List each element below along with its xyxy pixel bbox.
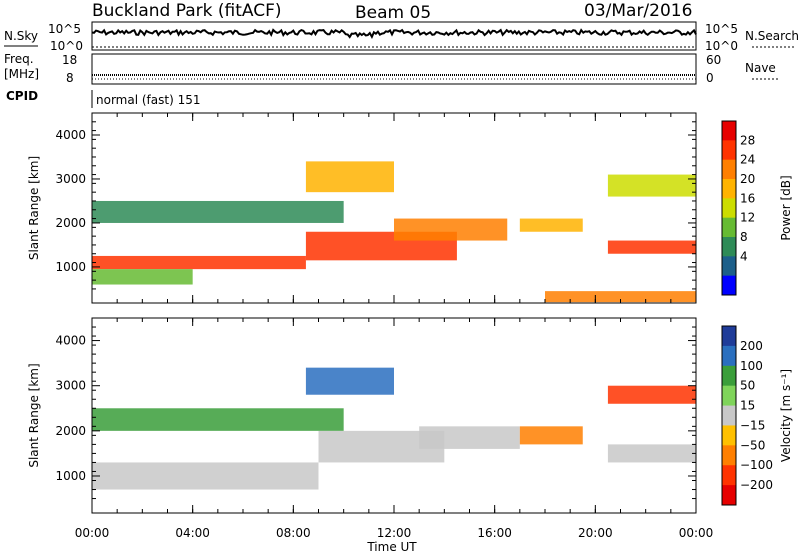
- freq-strip: [91, 53, 697, 85]
- velocity-colorbar-seg-0: [722, 326, 736, 347]
- power-ytick-label-2: 2000: [55, 216, 86, 230]
- power-colorbar-seg-0: [722, 121, 736, 141]
- power-band-4: [305, 161, 394, 193]
- velocity-colorbar-seg-2: [722, 365, 736, 387]
- date-title: 03/Mar/2016: [584, 1, 692, 21]
- power-colorbar-seg-5: [722, 217, 736, 238]
- velocity-band-5: [607, 444, 696, 463]
- power-colorbar-frame: [721, 120, 737, 296]
- velocity-colorbar-tick-7: −200: [740, 478, 773, 492]
- power-colorbar-tick-2: 20: [740, 172, 755, 186]
- power-colorbar-seg-2: [722, 159, 736, 180]
- power-colorbar-tick-6: 4: [740, 249, 748, 263]
- velocity-ytick-label-1: 3000: [55, 379, 86, 393]
- velocity-ytick-label-2: 2000: [55, 424, 86, 438]
- velocity-colorbar-tick-1: 100: [740, 359, 763, 373]
- power-band-6: [519, 218, 583, 232]
- power-band-3: [92, 200, 344, 223]
- velocity-band-0: [92, 462, 319, 490]
- xtick-label-1: 04:00: [175, 526, 210, 540]
- power-colorbar-label: Power [dB]: [779, 175, 793, 240]
- velocity-colorbar-seg-5: [722, 425, 736, 446]
- power-colorbar-tick-5: 8: [740, 230, 748, 244]
- freq-label-2: [MHz]: [4, 67, 39, 81]
- power-colorbar-tick-1: 24: [740, 153, 755, 167]
- velocity-colorbar-tick-3: 15: [740, 399, 755, 413]
- xtick-label-3: 12:00: [377, 526, 412, 540]
- nsky-strip: [91, 21, 697, 51]
- power-colorbar-tick-0: 28: [740, 133, 755, 147]
- velocity-band-7: [519, 426, 583, 445]
- velocity-colorbar-seg-4: [722, 405, 736, 426]
- power-colorbar-seg-1: [722, 140, 736, 161]
- power-colorbar-seg-3: [722, 179, 736, 199]
- velocity-band-2: [419, 426, 520, 449]
- velocity-colorbar-seg-1: [722, 345, 736, 367]
- power-colorbar-seg-4: [722, 198, 736, 219]
- nsky-label: N.Sky: [4, 29, 38, 43]
- nsearch-tick-low: 10^0: [705, 39, 738, 53]
- power-band-0: [92, 255, 306, 270]
- nsky-tick-high: 10^5: [48, 22, 81, 36]
- xtick-label-5: 20:00: [578, 526, 613, 540]
- velocity-ylabel: Slant Range [km]: [27, 363, 41, 467]
- station-title: Buckland Park (fitACF): [92, 1, 282, 21]
- freq-tick-low: 8: [66, 71, 74, 85]
- power-ytick-label-3: 1000: [55, 260, 86, 274]
- xtick-label-4: 16:00: [477, 526, 512, 540]
- freq-label-1: Freq.: [4, 52, 34, 66]
- velocity-colorbar-tick-0: 200: [740, 339, 763, 353]
- velocity-ytick-label-0: 4000: [55, 334, 86, 348]
- xtick-label-6: 00:00: [679, 526, 714, 540]
- freq-tick-high: 18: [62, 53, 77, 67]
- nave-tick-low: 0: [706, 71, 714, 85]
- xtick-label-2: 08:00: [276, 526, 311, 540]
- nsearch-label: N.Search: [745, 29, 799, 43]
- cpid-label: CPID: [6, 89, 38, 103]
- velocity-colorbar-seg-7: [722, 465, 736, 486]
- nave-label: Nave: [745, 61, 776, 75]
- velocity-colorbar-seg-8: [722, 485, 736, 506]
- power-colorbar-tick-3: 16: [740, 191, 755, 205]
- power-colorbar-seg-7: [722, 256, 736, 277]
- velocity-band-6: [607, 385, 696, 404]
- power-ytick-label-1: 3000: [55, 172, 86, 186]
- velocity-ytick-label-3: 1000: [55, 469, 86, 483]
- x-axis-label: Time UT: [366, 540, 417, 554]
- nave-tick-high: 60: [706, 53, 721, 67]
- nsky-tick-low: 10^0: [50, 39, 83, 53]
- power-band-9: [545, 291, 696, 303]
- velocity-band-3: [92, 408, 344, 431]
- power-band-5: [92, 269, 193, 285]
- power-colorbar-seg-6: [722, 237, 736, 257]
- power-band-2: [394, 218, 508, 241]
- beam-title: Beam 05: [355, 3, 431, 23]
- xtick-label-0: 00:00: [75, 526, 110, 540]
- nsearch-tick-high: 10^5: [705, 22, 738, 36]
- power-panel: 4000 3000 2000 1000 Slant Range [km] 28 24 20 16…: [27, 112, 793, 304]
- nsky-trace: [91, 28, 697, 40]
- velocity-band-4: [305, 367, 394, 395]
- velocity-colorbar-seg-3: [722, 385, 736, 407]
- velocity-colorbar-label: Velocity [m s⁻¹]: [779, 369, 793, 462]
- power-band-8: [607, 174, 696, 197]
- velocity-colorbar-tick-2: 50: [740, 379, 755, 393]
- cpid-value: normal (fast) 151: [96, 93, 200, 107]
- velocity-colorbar-frame: [721, 325, 737, 506]
- velocity-colorbar-tick-6: −100: [740, 458, 773, 472]
- power-ylabel: Slant Range [km]: [27, 156, 41, 260]
- power-colorbar-tick-4: 12: [740, 211, 755, 225]
- velocity-colorbar-tick-4: −15: [740, 418, 765, 432]
- velocity-colorbar-seg-6: [722, 445, 736, 466]
- power-band-7: [607, 240, 696, 254]
- power-ytick-label-0: 4000: [55, 128, 86, 142]
- power-colorbar-seg-8: [722, 275, 736, 296]
- velocity-panel: 4000 3000 2000 1000 Slant Range [km] 200 100 50…: [27, 317, 793, 514]
- velocity-colorbar-tick-5: −50: [740, 438, 765, 452]
- time-axis: 00:00 04:00 08:00 12:00 16:00 20:00 00:00: [75, 113, 714, 540]
